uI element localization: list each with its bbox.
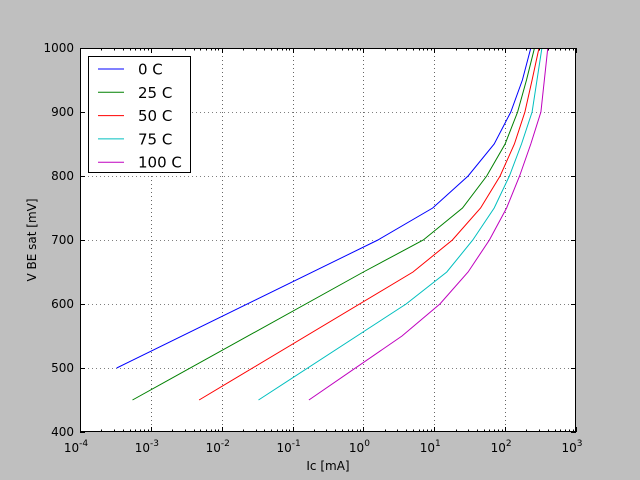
y-tick-label: 500 bbox=[51, 361, 74, 375]
y-tick-label: 800 bbox=[51, 169, 74, 183]
x-tick-label: 10-4 bbox=[64, 439, 89, 455]
legend-label: 0 C bbox=[138, 61, 163, 79]
y-tick-label: 400 bbox=[51, 425, 74, 439]
legend-box bbox=[88, 56, 191, 173]
x-tick-label: 103 bbox=[561, 439, 582, 455]
y-tick-label: 1000 bbox=[43, 41, 74, 55]
y-axis-label: V BE sat [mV] bbox=[25, 198, 39, 281]
x-tick-labels: 10-4 10-3 10-2 10-1 100 101 102 103 bbox=[64, 439, 583, 455]
legend: 0 C 25 C 50 C 75 C 100 C bbox=[88, 56, 191, 173]
ticks bbox=[80, 48, 577, 433]
legend-label: 75 C bbox=[138, 130, 172, 148]
x-tick-label: 100 bbox=[349, 439, 370, 455]
y-tick-label: 900 bbox=[51, 105, 74, 119]
legend-label: 25 C bbox=[138, 84, 172, 102]
x-axis-label: Ic [mA] bbox=[306, 459, 349, 473]
x-tick-label: 101 bbox=[420, 439, 441, 455]
series-line-1 bbox=[132, 48, 535, 401]
x-tick-label: 10-1 bbox=[276, 439, 300, 455]
legend-label: 50 C bbox=[138, 107, 172, 125]
series-line-0 bbox=[116, 48, 532, 369]
series-line-4 bbox=[308, 48, 549, 401]
y-tick-label: 600 bbox=[51, 297, 74, 311]
series-line-3 bbox=[258, 48, 543, 401]
legend-label: 100 C bbox=[138, 154, 182, 172]
y-tick-label: 700 bbox=[51, 233, 74, 247]
x-tick-label: 10-2 bbox=[206, 439, 230, 455]
y-tick-labels: 400 500 600 700 800 900 1000 bbox=[43, 41, 74, 439]
series-layer bbox=[116, 48, 549, 401]
grid bbox=[80, 48, 576, 432]
x-tick-label: 102 bbox=[491, 439, 512, 455]
series-line-2 bbox=[198, 48, 540, 401]
x-tick-label: 10-3 bbox=[135, 439, 159, 455]
